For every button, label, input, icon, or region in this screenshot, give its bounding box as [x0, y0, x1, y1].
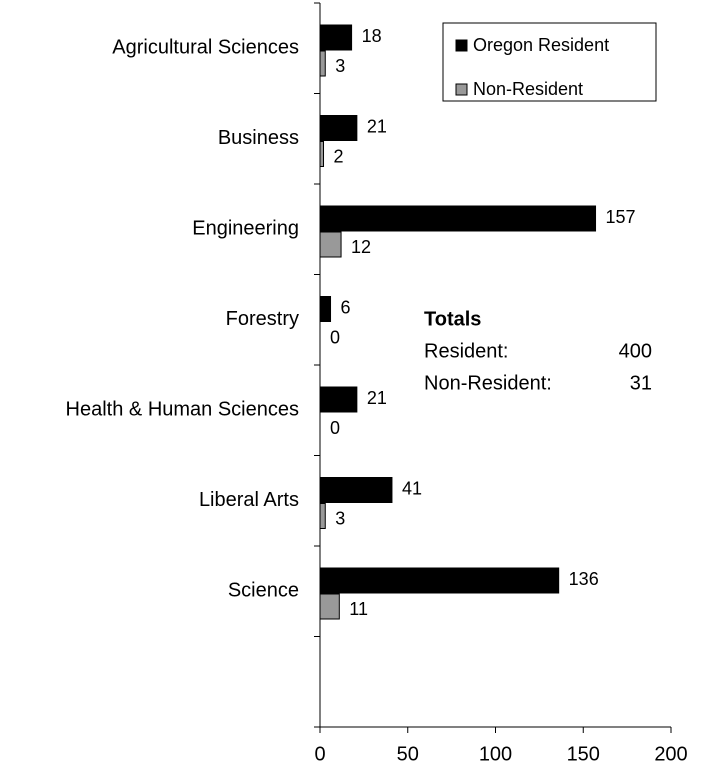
- x-tick-label: 200: [654, 743, 687, 765]
- bar: [319, 115, 358, 141]
- data-label: 21: [367, 116, 387, 136]
- bar: [319, 205, 597, 232]
- data-label: 0: [330, 327, 340, 347]
- totals-label: Resident:: [424, 340, 509, 362]
- bar: [319, 296, 332, 322]
- bar: [319, 386, 358, 413]
- data-label: 11: [349, 599, 368, 619]
- legend-swatch: [455, 39, 468, 52]
- x-tick-label: 150: [567, 743, 600, 765]
- legend-label: Non-Resident: [473, 79, 583, 99]
- totals-value: 400: [619, 340, 652, 362]
- bar: [319, 477, 393, 503]
- data-label: 12: [351, 237, 371, 257]
- bar: [319, 231, 342, 258]
- x-tick-label: 0: [314, 743, 325, 765]
- y-tick-label: Engineering: [192, 218, 299, 240]
- data-label: 6: [341, 297, 351, 317]
- y-tick-label: Agricultural Sciences: [112, 37, 299, 59]
- bar: [319, 141, 325, 167]
- data-label: 41: [402, 478, 422, 498]
- data-label: 21: [367, 388, 387, 408]
- totals-label: Non-Resident:: [424, 372, 552, 394]
- totals-value: 31: [630, 372, 652, 394]
- data-label: 3: [335, 56, 345, 76]
- y-tick-label: Science: [228, 580, 299, 602]
- y-tick-label: Forestry: [226, 308, 299, 330]
- x-tick-label: 50: [397, 743, 419, 765]
- data-label: 3: [335, 508, 345, 528]
- data-label: 157: [606, 207, 636, 227]
- legend-label: Oregon Resident: [473, 35, 609, 55]
- y-tick-label: Health & Human Sciences: [66, 399, 299, 421]
- legend-swatch: [455, 83, 468, 96]
- totals-title: Totals: [424, 308, 481, 330]
- bar: [319, 50, 326, 77]
- bar: [319, 503, 326, 529]
- legend-box: [442, 22, 657, 102]
- data-label: 0: [330, 418, 340, 438]
- data-label: 2: [334, 146, 344, 166]
- y-tick-label: Liberal Arts: [199, 489, 299, 511]
- data-label: 18: [362, 26, 382, 46]
- x-tick-label: 100: [479, 743, 512, 765]
- bar: [319, 24, 353, 51]
- data-label: 136: [569, 569, 599, 589]
- bar: [319, 567, 560, 594]
- bar: [319, 593, 340, 620]
- y-tick-label: Business: [218, 127, 299, 149]
